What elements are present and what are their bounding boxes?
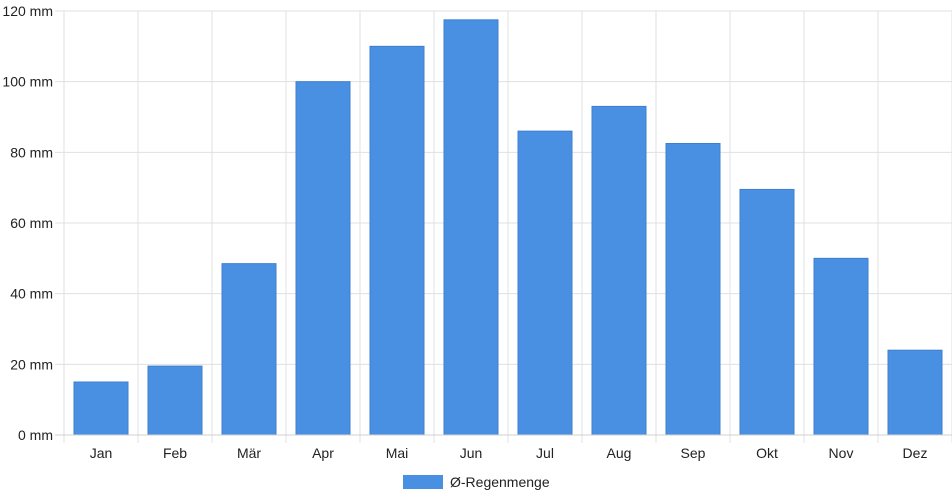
y-tick-label: 0 mm (18, 427, 53, 443)
bar-mai[interactable] (369, 45, 425, 436)
bar-feb[interactable] (147, 365, 203, 436)
y-tick-label: 20 mm (10, 356, 53, 372)
legend-swatch (403, 475, 443, 489)
bar-jul[interactable] (517, 130, 573, 436)
y-tick-label: 40 mm (10, 286, 53, 302)
bar-aug[interactable] (591, 105, 647, 436)
legend[interactable]: Ø-Regenmenge (403, 474, 550, 490)
bar-okt[interactable] (739, 188, 795, 436)
x-tick-label: Mai (386, 445, 409, 461)
x-tick-label: Jul (536, 445, 554, 461)
bar-nov[interactable] (813, 257, 869, 436)
x-tick-label: Nov (829, 445, 854, 461)
bars (73, 19, 943, 436)
bar-dez[interactable] (887, 349, 943, 436)
x-tick-label: Jan (90, 445, 113, 461)
bar-sep[interactable] (665, 143, 721, 436)
y-tick-label: 80 mm (10, 144, 53, 160)
y-tick-label: 60 mm (10, 215, 53, 231)
x-tick-label: Jun (460, 445, 483, 461)
bar-mär[interactable] (221, 263, 277, 436)
x-tick-label: Aug (607, 445, 632, 461)
bar-jan[interactable] (73, 381, 129, 436)
bar-jun[interactable] (443, 19, 499, 436)
x-tick-label: Feb (163, 445, 187, 461)
x-tick-label: Dez (903, 445, 928, 461)
legend-label: Ø-Regenmenge (450, 474, 550, 490)
x-tick-label: Sep (681, 445, 706, 461)
bar-apr[interactable] (295, 81, 351, 436)
y-tick-label: 120 mm (2, 3, 53, 19)
grid-lines (55, 10, 952, 443)
x-tick-label: Apr (312, 445, 334, 461)
y-tick-label: 100 mm (2, 74, 53, 90)
x-tick-label: Mär (237, 445, 261, 461)
x-tick-label: Okt (756, 445, 778, 461)
axes: 0 mm 20 mm 40 mm 60 mm 80 mm 100 mm 120 mm Jan F… (2, 3, 952, 461)
